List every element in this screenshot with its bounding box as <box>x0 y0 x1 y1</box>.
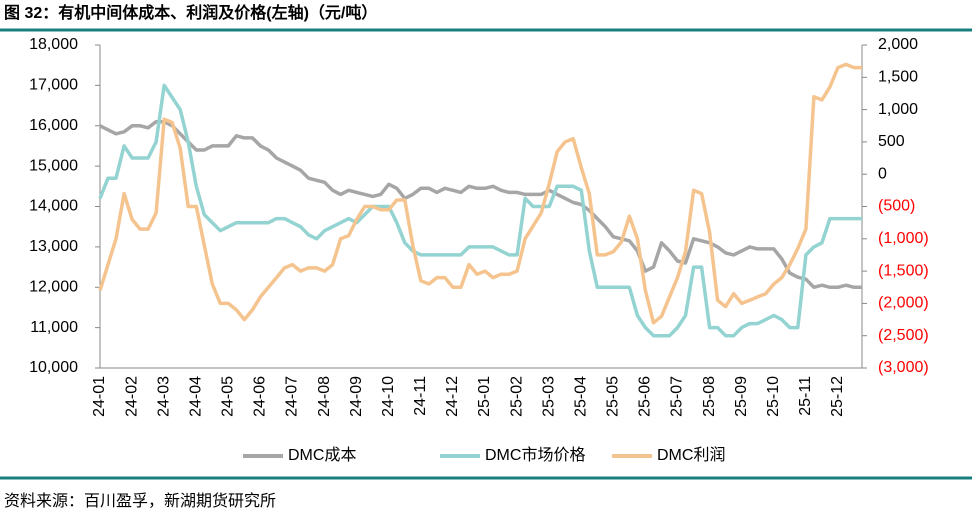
x-tick-label: 24-02 <box>123 376 140 417</box>
legend-label: DMC市场价格 <box>485 446 585 464</box>
x-tick-label: 24-11 <box>412 376 429 416</box>
y2-tick-label: (2,500) <box>878 327 929 344</box>
x-tick-label: 25-02 <box>508 376 525 417</box>
x-tick-label: 24-03 <box>155 376 172 417</box>
y2-tick-label: 1,000 <box>878 101 918 118</box>
x-tick-label: 25-06 <box>637 376 654 417</box>
x-tick-label: 24-12 <box>444 376 461 417</box>
series-line <box>98 62 862 325</box>
source: 资料来源：百川盈孚，新湖期货研究所 <box>4 492 276 510</box>
x-tick-label: 24-05 <box>220 376 237 417</box>
y2-tick-label: 500 <box>878 133 905 150</box>
x-tick-label: 25-09 <box>733 376 750 417</box>
y2-tick-label: (2,000) <box>878 295 929 312</box>
y-tick-label: 12,000 <box>29 278 78 295</box>
y2-tick-label: 0 <box>878 165 887 182</box>
y2-tick-label: 1,500 <box>878 69 918 86</box>
y2-tick-label: (1,000) <box>878 230 929 247</box>
x-tick-label: 24-08 <box>316 376 333 417</box>
y2-tick-label: (3,000) <box>878 359 929 376</box>
chart-title: 图 32：有机中间体成本、利润及价格(左轴)（元/吨） <box>4 3 377 22</box>
x-tick-label: 25-03 <box>540 376 557 417</box>
x-tick-label: 25-08 <box>701 376 718 417</box>
y2-tick-label: (1,500) <box>878 262 929 279</box>
x-tick-label: 25-11 <box>797 376 814 416</box>
y-tick-label: 13,000 <box>29 238 78 255</box>
y2-tick-label: (500) <box>878 198 915 215</box>
x-tick-label: 25-07 <box>669 376 686 417</box>
x-tick-label: 24-04 <box>187 376 204 417</box>
x-tick-label: 25-12 <box>829 376 846 417</box>
x-tick-label: 24-06 <box>252 376 269 417</box>
y-tick-label: 16,000 <box>29 117 78 134</box>
x-tick-label: 24-01 <box>91 376 108 417</box>
y-tick-label: 17,000 <box>29 77 78 94</box>
series-line <box>98 83 862 338</box>
series-line <box>99 119 862 290</box>
y-tick-label: 15,000 <box>29 157 78 174</box>
y-tick-label: 10,000 <box>29 359 78 376</box>
legend-label: DMC利润 <box>657 446 725 464</box>
y-tick-label: 18,000 <box>29 36 78 53</box>
y-tick-label: 11,000 <box>30 319 78 336</box>
x-tick-label: 25-01 <box>476 376 493 417</box>
y-tick-label: 14,000 <box>29 198 78 215</box>
x-tick-label: 24-07 <box>284 376 301 417</box>
x-tick-label: 25-10 <box>765 376 782 417</box>
y2-tick-label: 2,000 <box>878 36 918 53</box>
x-tick-label: 25-05 <box>605 376 622 417</box>
x-tick-label: 25-04 <box>572 376 589 417</box>
legend-label: DMC成本 <box>288 446 356 464</box>
x-tick-label: 24-09 <box>348 376 365 417</box>
x-tick-label: 24-10 <box>380 376 397 417</box>
